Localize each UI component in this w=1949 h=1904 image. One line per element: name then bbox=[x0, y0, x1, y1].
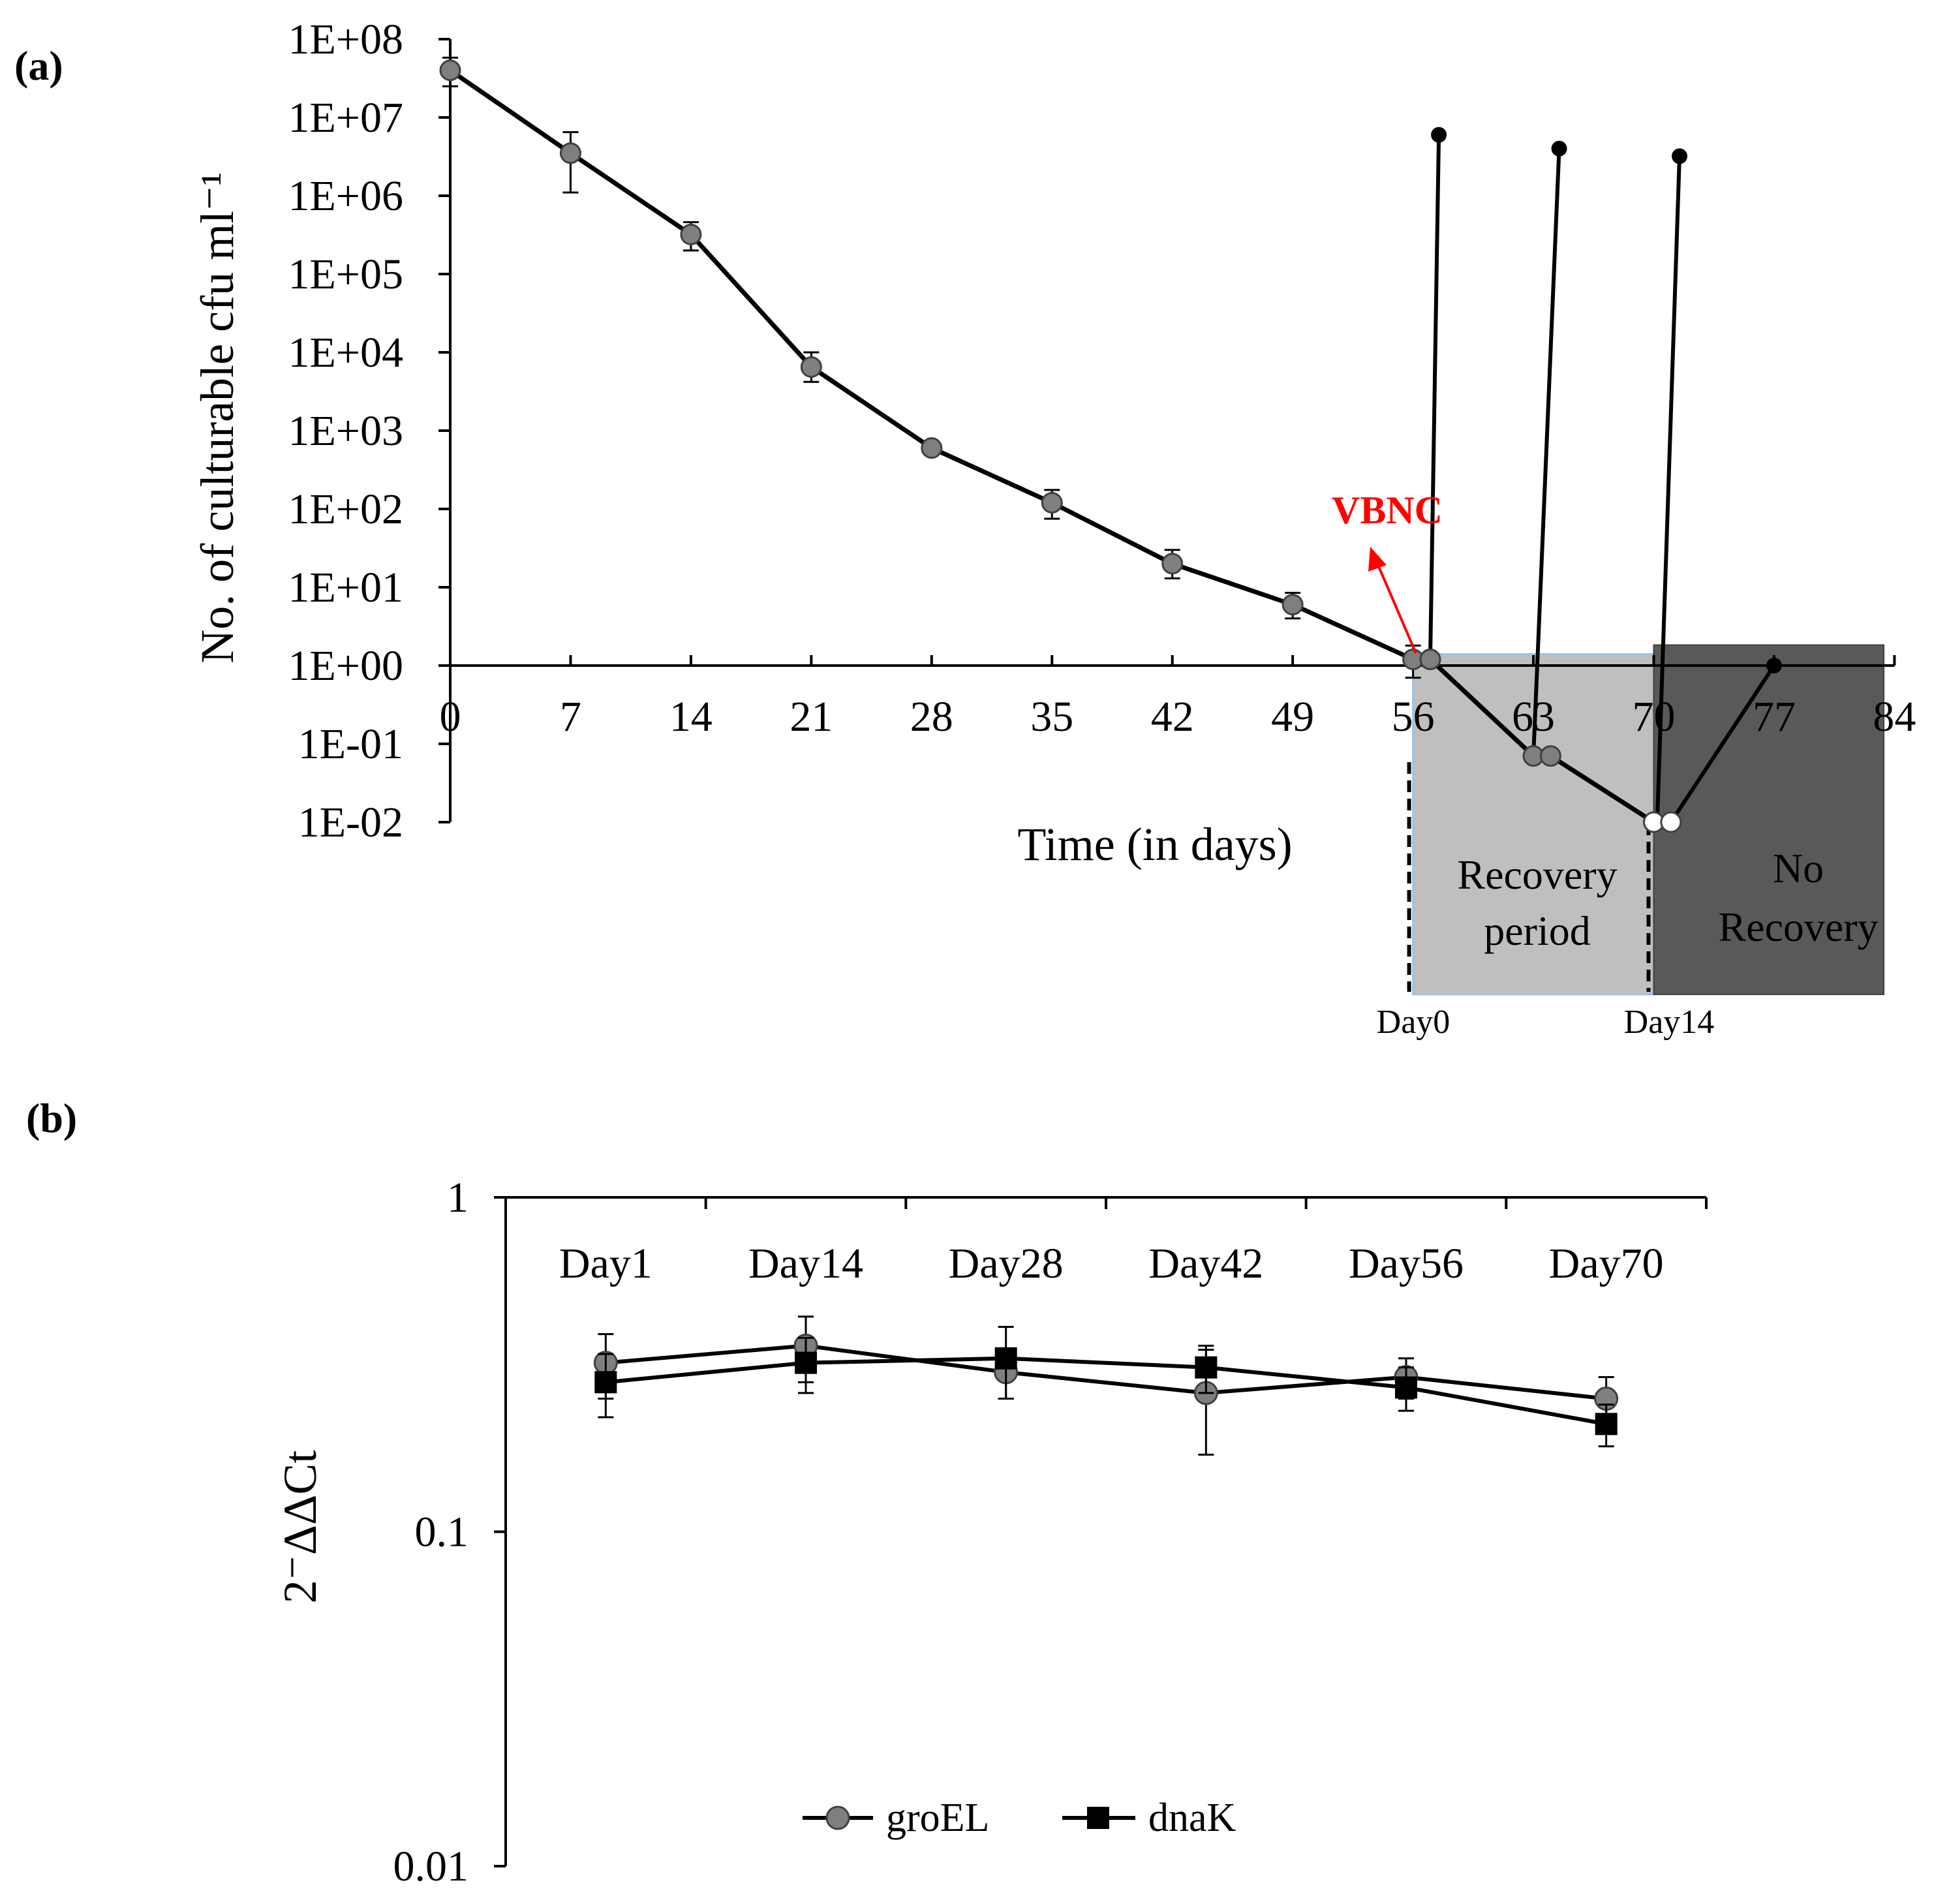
culturable-point bbox=[1041, 491, 1063, 514]
culturable-point bbox=[439, 59, 461, 82]
resuscitation-end-marker bbox=[1551, 140, 1567, 157]
dnaK-point bbox=[795, 1351, 817, 1374]
dnaK-point bbox=[1395, 1376, 1417, 1399]
panel-a-x-tick-label: 49 bbox=[1271, 693, 1314, 741]
panel-b-y-tick-label: 0.1 bbox=[415, 1509, 469, 1556]
culturable-line bbox=[449, 68, 1430, 662]
panel-a-y-tick-label: 1E+00 bbox=[288, 642, 403, 690]
panel-a-x-tick-label: 42 bbox=[1151, 693, 1194, 741]
panel-a: (a) 1E+081E+071E+061E+051E+041E+031E+021… bbox=[14, 16, 1916, 1041]
panel-b-axes bbox=[504, 1196, 1708, 1866]
vbnc-decline-point bbox=[1539, 745, 1561, 767]
panel-b-category-label: Day1 bbox=[559, 1240, 652, 1287]
recovery-label-line2: period bbox=[1484, 908, 1591, 954]
panel-b-category-label: Day14 bbox=[748, 1240, 863, 1287]
dnaK-point bbox=[994, 1347, 1017, 1370]
day14-label: Day14 bbox=[1624, 1004, 1715, 1041]
panel-b-category-label: Day70 bbox=[1549, 1240, 1664, 1287]
groEL-line bbox=[606, 1344, 1606, 1401]
panel-a-y-tick-label: 1E-02 bbox=[298, 799, 403, 846]
resuscitation-line bbox=[1428, 134, 1441, 660]
culturable-point bbox=[680, 223, 702, 245]
culturable-point bbox=[1419, 648, 1441, 670]
panel-b-label: (b) bbox=[26, 1095, 77, 1141]
resuscitation-line bbox=[1669, 664, 1776, 823]
panel-a-y-tick-label: 1E+01 bbox=[288, 564, 403, 611]
resuscitation-line bbox=[1655, 156, 1682, 823]
panel-a-x-tick-label: 7 bbox=[560, 693, 581, 741]
vbnc-arrow bbox=[1377, 564, 1417, 654]
panel-a-x-tick-label: 21 bbox=[790, 693, 833, 741]
resuscitation-end-marker bbox=[1672, 148, 1688, 164]
panel-b-category-label: Day42 bbox=[1148, 1240, 1263, 1287]
panel-a-x-tick-label: 14 bbox=[669, 693, 713, 741]
panel-a-x-axis-title: Time (in days) bbox=[1017, 818, 1292, 870]
legend-dnaK-marker bbox=[1087, 1807, 1109, 1829]
panel-b-legend: groEL dnaK bbox=[803, 1796, 1236, 1840]
vbnc-label: VBNC bbox=[1332, 489, 1443, 532]
panel-a-y-tick-label: 1E+02 bbox=[288, 485, 403, 533]
panel-b-y-ticks: 1 0.1 0.01 bbox=[393, 1174, 506, 1890]
panel-b-category-labels: Day1 Day14 Day28 Day42 Day56 Day70 bbox=[559, 1240, 1664, 1287]
panel-a-x-tick-label: 77 bbox=[1753, 693, 1796, 741]
panel-a-y-axis-title: No. of culturable cfu ml⁻¹ bbox=[191, 172, 243, 663]
panel-b-category-label: Day28 bbox=[949, 1240, 1064, 1287]
vbnc-decline-point bbox=[1660, 811, 1682, 833]
panel-a-label: (a) bbox=[14, 42, 63, 89]
legend-groEL-label: groEL bbox=[886, 1796, 989, 1840]
panel-a-y-tick-label: 1E+04 bbox=[288, 329, 403, 376]
panel-a-y-tick-label: 1E+06 bbox=[288, 172, 403, 220]
panel-a-plot-area bbox=[439, 56, 1782, 833]
dnaK-line bbox=[606, 1356, 1607, 1426]
resuscitation-end-marker bbox=[1431, 127, 1447, 143]
recovery-label-line1: Recovery bbox=[1457, 852, 1617, 898]
panel-b: (b) 10.10.01 Day1 Day14 Day28 Day42 Day56 Day… bbox=[26, 1095, 1708, 1890]
panel-a-y-tick-label: 1E-01 bbox=[298, 720, 403, 768]
panel-b-category-label: Day56 bbox=[1349, 1240, 1464, 1287]
culturable-point bbox=[1161, 553, 1184, 575]
resuscitation-end-marker bbox=[1766, 658, 1782, 673]
panel-a-y-tick-label: 1E+08 bbox=[288, 16, 403, 63]
day0-label: Day0 bbox=[1377, 1004, 1450, 1041]
panel-a-x-tick-label: 35 bbox=[1030, 693, 1073, 741]
culturable-point bbox=[559, 142, 581, 164]
panel-a-x-tick-label: 84 bbox=[1873, 693, 1916, 741]
panel-a-y-tick-label: 1E+05 bbox=[288, 251, 403, 298]
panel-a-y-tick-label: 1E+07 bbox=[288, 94, 403, 142]
panel-b-y-tick-label: 0.01 bbox=[393, 1843, 469, 1890]
vbnc-arrow-head bbox=[1368, 547, 1387, 572]
legend-groEL-marker bbox=[825, 1805, 850, 1830]
dnaK-point bbox=[1195, 1356, 1218, 1379]
no-recovery-label-line2: Recovery bbox=[1718, 904, 1878, 950]
culturable-point bbox=[921, 437, 943, 459]
resuscitation-line bbox=[1531, 148, 1561, 756]
panel-a-x-tick-label: 70 bbox=[1633, 693, 1676, 741]
panel-a-y-ticks: 1E+08 1E+07 1E+06 1E+05 1E+04 1E+03 1E+02 1E+01… bbox=[288, 16, 450, 846]
panel-a-y-tick-label: 1E+03 bbox=[288, 407, 403, 455]
panel-b-plot-area bbox=[593, 1315, 1619, 1456]
legend-dnaK-label: dnaK bbox=[1148, 1796, 1236, 1840]
no-recovery-label-line1: No bbox=[1773, 845, 1824, 891]
panel-a-axes bbox=[449, 39, 1895, 822]
no-recovery-region bbox=[1653, 644, 1885, 995]
dnaK-point bbox=[1595, 1413, 1618, 1436]
culturable-point bbox=[800, 356, 822, 378]
dnaK-point bbox=[594, 1371, 617, 1394]
panel-a-x-tick-label: 28 bbox=[910, 693, 953, 741]
panel-a-x-tick-label: 56 bbox=[1392, 693, 1435, 741]
culturable-point bbox=[1281, 594, 1304, 616]
panel-b-y-tick-label: 1 bbox=[447, 1174, 468, 1221]
panel-b-y-axis-title: 2⁻ΔΔCt bbox=[274, 1451, 326, 1604]
